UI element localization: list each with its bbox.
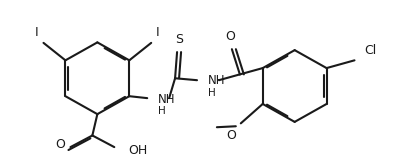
Text: H: H <box>208 88 216 98</box>
Text: I: I <box>35 26 39 39</box>
Text: OH: OH <box>128 143 148 157</box>
Text: I: I <box>156 26 160 39</box>
Text: O: O <box>226 129 236 142</box>
Text: S: S <box>175 33 183 46</box>
Text: O: O <box>56 138 66 151</box>
Text: NH: NH <box>158 93 176 106</box>
Text: O: O <box>225 30 235 43</box>
Text: NH: NH <box>208 74 225 87</box>
Text: H: H <box>158 106 166 116</box>
Text: Cl: Cl <box>364 44 377 57</box>
